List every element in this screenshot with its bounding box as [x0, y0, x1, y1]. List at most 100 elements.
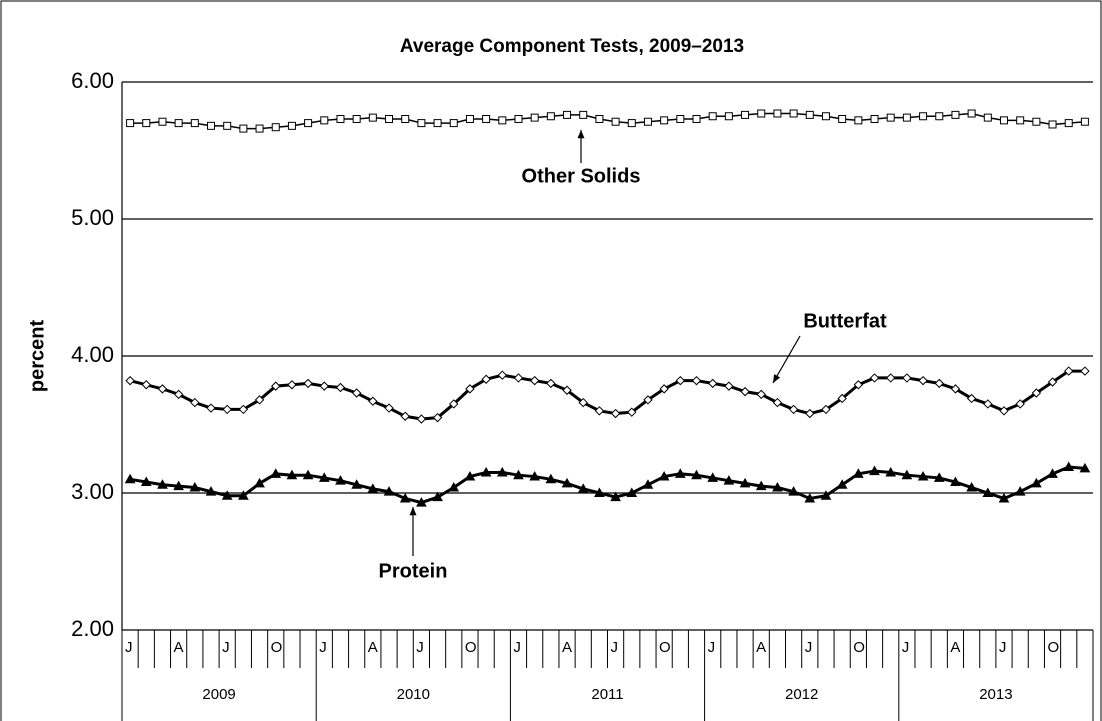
- marker: [385, 114, 394, 123]
- x-tick-label: O: [271, 639, 283, 656]
- marker: [998, 492, 1010, 503]
- marker: [336, 114, 345, 123]
- marker: [126, 119, 135, 128]
- marker: [821, 404, 831, 415]
- marker: [287, 380, 297, 390]
- marker: [578, 397, 588, 408]
- marker: [465, 114, 474, 123]
- marker: [222, 404, 232, 415]
- marker: [933, 472, 945, 482]
- marker: [788, 404, 799, 415]
- marker: [966, 393, 977, 404]
- marker: [660, 116, 669, 125]
- x-tick-label: A: [756, 639, 766, 656]
- marker: [788, 486, 799, 496]
- marker: [254, 477, 265, 488]
- marker: [595, 114, 604, 123]
- marker: [1015, 399, 1025, 409]
- marker: [189, 482, 201, 492]
- marker: [206, 403, 216, 413]
- marker: [513, 469, 524, 480]
- marker: [935, 112, 944, 121]
- x-tick-label: O: [853, 639, 865, 656]
- marker: [351, 479, 363, 489]
- marker: [870, 114, 879, 123]
- y-tick-label: 5.00: [71, 205, 114, 230]
- marker: [432, 491, 443, 502]
- marker: [723, 475, 735, 485]
- marker: [384, 403, 394, 413]
- marker: [820, 490, 832, 500]
- marker: [999, 406, 1009, 416]
- marker: [254, 395, 265, 405]
- marker: [852, 468, 864, 478]
- marker: [579, 110, 588, 119]
- marker: [514, 114, 523, 123]
- marker: [271, 123, 280, 132]
- marker: [951, 110, 960, 119]
- marker: [676, 114, 685, 123]
- marker: [674, 468, 686, 478]
- marker: [174, 119, 183, 128]
- marker: [999, 116, 1008, 125]
- marker: [805, 110, 814, 119]
- marker: [238, 490, 249, 500]
- marker: [1064, 119, 1073, 128]
- marker: [223, 121, 232, 130]
- marker: [546, 378, 556, 389]
- x-tick-label: O: [659, 639, 671, 656]
- marker: [448, 482, 460, 492]
- marker: [1016, 116, 1025, 125]
- marker: [335, 475, 346, 485]
- marker: [838, 114, 847, 123]
- marker: [562, 385, 572, 395]
- y-axis-label: percent: [26, 320, 48, 393]
- marker: [772, 397, 783, 408]
- marker: [465, 384, 475, 394]
- marker: [529, 471, 541, 481]
- year-label: 2013: [979, 686, 1012, 703]
- marker: [319, 381, 329, 391]
- marker: [966, 482, 977, 492]
- series-annotation: Other Solids: [522, 165, 641, 187]
- x-tick-label: A: [174, 639, 184, 656]
- marker: [303, 378, 313, 389]
- marker: [302, 469, 314, 480]
- year-label: 2012: [785, 686, 818, 703]
- marker: [1048, 120, 1057, 129]
- marker: [141, 380, 151, 390]
- marker: [950, 384, 961, 394]
- marker: [270, 468, 282, 478]
- marker: [902, 373, 912, 383]
- marker: [124, 473, 136, 484]
- x-tick-label: J: [611, 639, 619, 656]
- marker: [950, 476, 961, 487]
- marker: [675, 375, 686, 386]
- marker: [497, 370, 508, 380]
- marker: [869, 373, 880, 383]
- marker: [594, 487, 605, 497]
- marker: [157, 479, 168, 489]
- marker: [1064, 366, 1074, 376]
- marker: [320, 116, 329, 125]
- series-annotation: Protein: [379, 560, 448, 582]
- marker: [449, 119, 458, 128]
- marker: [255, 124, 264, 133]
- marker: [982, 487, 994, 497]
- marker: [400, 411, 410, 421]
- chart-title: Average Component Tests, 2009–2013: [400, 36, 744, 57]
- marker: [1031, 477, 1042, 488]
- marker: [756, 389, 766, 400]
- y-tick-label: 3.00: [71, 479, 114, 504]
- marker: [482, 114, 491, 123]
- marker: [708, 112, 717, 121]
- marker: [157, 384, 168, 394]
- annotation-arrow: [772, 335, 801, 384]
- marker: [577, 483, 589, 493]
- marker: [513, 373, 524, 383]
- marker: [707, 472, 719, 482]
- marker: [1080, 366, 1090, 376]
- marker: [611, 117, 620, 126]
